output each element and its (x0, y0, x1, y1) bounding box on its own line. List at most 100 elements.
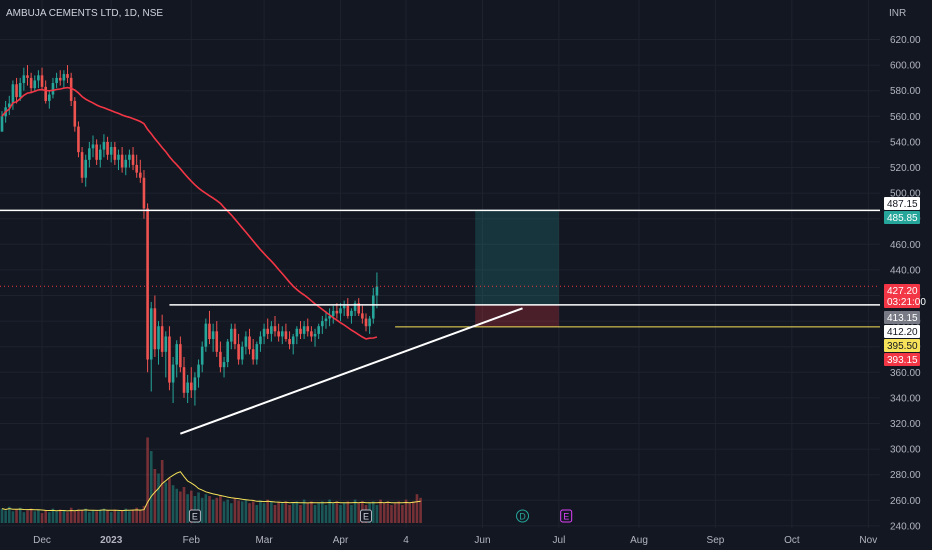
candle[interactable] (280, 326, 284, 345)
candle[interactable] (91, 135, 95, 158)
candle[interactable] (139, 159, 142, 183)
candle[interactable] (244, 331, 248, 355)
candle[interactable] (375, 272, 379, 309)
candle[interactable] (157, 321, 160, 365)
candle[interactable] (328, 308, 331, 327)
candle[interactable] (277, 323, 280, 342)
candle[interactable] (291, 333, 295, 355)
candle[interactable] (84, 154, 88, 187)
candle[interactable] (124, 154, 128, 176)
candle[interactable] (346, 298, 350, 319)
candle[interactable] (364, 313, 368, 332)
candle[interactable] (48, 90, 51, 109)
candle[interactable] (350, 308, 353, 324)
candle[interactable] (335, 303, 339, 319)
candle[interactable] (160, 314, 164, 357)
candle[interactable] (58, 70, 62, 86)
candle[interactable] (251, 339, 255, 365)
candle[interactable] (266, 318, 270, 340)
time-axis[interactable]: Dec2023FebMarApr4JunJulAugSepOctNovDec20… (33, 535, 932, 546)
candle[interactable] (171, 356, 175, 404)
candle[interactable] (353, 300, 357, 316)
candle[interactable] (321, 315, 324, 334)
candle[interactable] (262, 323, 266, 345)
candle[interactable] (7, 95, 11, 116)
candle[interactable] (73, 97, 77, 132)
candle[interactable] (255, 341, 259, 365)
candle[interactable] (37, 70, 40, 89)
candle[interactable] (22, 67, 26, 91)
candle[interactable] (226, 339, 229, 368)
candle[interactable] (219, 341, 222, 373)
candle[interactable] (230, 323, 233, 350)
candle[interactable] (131, 147, 135, 171)
candle[interactable] (40, 67, 44, 91)
candle[interactable] (310, 326, 313, 342)
candle[interactable] (0, 111, 4, 132)
candle[interactable] (248, 328, 251, 355)
position-box[interactable] (475, 210, 559, 327)
candle[interactable] (295, 326, 299, 345)
drawings[interactable] (0, 209, 880, 435)
candle[interactable] (331, 305, 335, 324)
candle[interactable] (146, 203, 149, 373)
candle[interactable] (273, 315, 277, 337)
candle[interactable] (98, 144, 102, 168)
candle[interactable] (11, 80, 15, 110)
candle[interactable] (128, 149, 131, 168)
candle[interactable] (306, 318, 310, 337)
ascending-trendline[interactable] (180, 307, 523, 435)
candle[interactable] (240, 341, 244, 365)
candle[interactable] (342, 300, 346, 316)
candle[interactable] (189, 367, 193, 398)
candle[interactable] (215, 321, 219, 357)
candle[interactable] (44, 80, 47, 104)
candle[interactable] (18, 77, 22, 101)
candle[interactable] (259, 331, 262, 352)
candle[interactable] (113, 141, 117, 165)
candle[interactable] (33, 75, 37, 91)
candle[interactable] (62, 70, 66, 89)
candle[interactable] (288, 331, 291, 350)
candle[interactable] (204, 318, 208, 352)
candle[interactable] (175, 340, 179, 378)
candle[interactable] (135, 154, 138, 178)
candle[interactable] (153, 295, 157, 357)
candle[interactable] (80, 147, 84, 183)
event-marker-earnings[interactable]: E (188, 509, 201, 523)
candle[interactable] (200, 341, 204, 373)
candle[interactable] (182, 356, 186, 398)
candle[interactable] (109, 141, 113, 163)
candle[interactable] (51, 77, 55, 99)
candle[interactable] (106, 136, 109, 160)
event-marker-dividend[interactable]: D (516, 509, 530, 523)
candle[interactable] (69, 72, 73, 107)
candle[interactable] (357, 298, 361, 316)
candle[interactable] (371, 287, 375, 324)
candle[interactable] (193, 372, 197, 406)
candle[interactable] (164, 331, 168, 378)
candle[interactable] (149, 301, 153, 392)
candle[interactable] (66, 65, 69, 84)
candle[interactable] (88, 141, 91, 168)
candle[interactable] (270, 321, 273, 342)
candle[interactable] (208, 310, 211, 345)
event-marker-earnings-upcoming[interactable]: E (560, 509, 573, 523)
candle[interactable] (179, 336, 182, 373)
candle[interactable] (324, 310, 328, 329)
candle[interactable] (55, 72, 58, 89)
candle[interactable] (299, 321, 302, 340)
position-stop-zone[interactable] (475, 304, 559, 327)
candle[interactable] (102, 134, 106, 158)
candle[interactable] (222, 356, 226, 378)
candle[interactable] (26, 65, 29, 86)
event-marker-earnings[interactable]: E (360, 509, 372, 523)
candle[interactable] (284, 323, 288, 342)
candle[interactable] (302, 321, 306, 340)
candle[interactable] (117, 149, 120, 171)
candles[interactable] (0, 65, 379, 406)
candle[interactable] (211, 323, 215, 352)
candle[interactable] (168, 326, 171, 391)
